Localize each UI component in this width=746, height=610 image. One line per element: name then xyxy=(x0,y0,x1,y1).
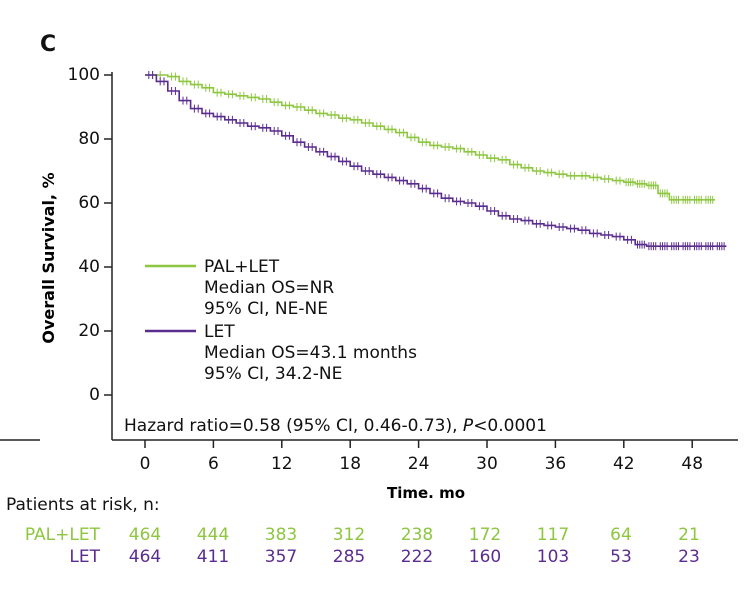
legend-series-name: LET xyxy=(204,322,235,342)
risk-value: 23 xyxy=(678,547,700,567)
risk-value: 222 xyxy=(401,547,433,567)
panel-label: C xyxy=(40,32,57,57)
y-tick-label: 20 xyxy=(78,321,100,341)
y-tick-label: 80 xyxy=(78,129,100,149)
risk-value: 117 xyxy=(537,525,569,545)
p-symbol: P xyxy=(463,416,474,436)
x-tick-label: 42 xyxy=(613,454,635,474)
x-tick-label: 12 xyxy=(271,454,293,474)
risk-table-title: Patients at risk, n: xyxy=(6,495,160,515)
axes: 0 20 40 60 80 100 0 6 12 18 24 30 36 42 48 xyxy=(0,65,738,474)
risk-value: 285 xyxy=(333,547,365,567)
risk-value: 444 xyxy=(197,525,229,545)
risk-value: 238 xyxy=(401,525,433,545)
risk-value: 383 xyxy=(265,525,297,545)
risk-value: 411 xyxy=(197,547,229,567)
x-axis-label: Time. mo xyxy=(387,484,465,502)
y-tick-label: 60 xyxy=(78,193,100,213)
x-tick-label: 48 xyxy=(681,454,703,474)
x-tick-label: 0 xyxy=(140,454,151,474)
risk-table: PAL+LET 464 444 383 312 238 172 117 64 21 LET 464 41… xyxy=(25,525,700,567)
legend-ci: 95% CI, NE-NE xyxy=(204,299,328,319)
hazard-ratio-annotation: Hazard ratio=0.58 (95% CI, 0.46-0.73), P… xyxy=(124,416,547,436)
risk-value: 21 xyxy=(678,525,700,545)
risk-value: 464 xyxy=(129,547,161,567)
risk-value: 103 xyxy=(537,547,569,567)
y-tick-label: 0 xyxy=(89,385,100,405)
x-tick-label: 24 xyxy=(408,454,430,474)
legend-ci: 95% CI, 34.2-NE xyxy=(204,364,342,384)
survival-line-pal-let xyxy=(145,74,715,201)
survival-line-let xyxy=(145,74,727,247)
x-tick-label: 6 xyxy=(208,454,219,474)
y-axis-label: Overall Survival, % xyxy=(39,172,58,343)
x-tick-label: 30 xyxy=(476,454,498,474)
risk-row-label: LET xyxy=(69,547,100,567)
p-value: <0.0001 xyxy=(473,416,547,436)
risk-value: 64 xyxy=(610,525,632,545)
legend-median: Median OS=NR xyxy=(204,278,334,298)
x-tick-label: 36 xyxy=(545,454,567,474)
y-tick-label: 100 xyxy=(68,65,100,85)
risk-value: 312 xyxy=(333,525,365,545)
risk-value: 172 xyxy=(469,525,501,545)
x-tick-label: 18 xyxy=(339,454,361,474)
survival-curves xyxy=(145,71,727,251)
risk-value: 53 xyxy=(610,547,632,567)
risk-value: 464 xyxy=(129,525,161,545)
legend-series-name: PAL+LET xyxy=(204,257,280,277)
legend-median: Median OS=43.1 months xyxy=(204,343,417,363)
y-tick-label: 40 xyxy=(78,257,100,277)
risk-row-label: PAL+LET xyxy=(25,525,101,545)
risk-value: 357 xyxy=(265,547,297,567)
hazard-ratio-text: Hazard ratio=0.58 (95% CI, 0.46-0.73), xyxy=(124,416,463,436)
risk-value: 160 xyxy=(469,547,501,567)
